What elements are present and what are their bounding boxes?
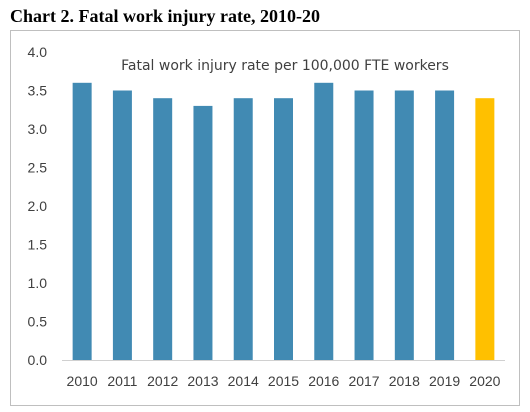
chart-title: Chart 2. Fatal work injury rate, 2010-20 bbox=[10, 6, 320, 26]
chart-annotation: Fatal work injury rate per 100,000 FTE w… bbox=[121, 58, 449, 74]
x-tick-label: 2010 bbox=[67, 373, 98, 389]
x-tick-label: 2014 bbox=[228, 373, 259, 389]
y-tick-label: 3.5 bbox=[28, 83, 48, 99]
bar-2018 bbox=[394, 90, 414, 360]
y-tick-label: 1.5 bbox=[28, 237, 48, 253]
x-tick-label: 2020 bbox=[469, 373, 500, 389]
bar-2012 bbox=[153, 98, 173, 360]
x-axis-ticks: 2010 2011 2012 2013 2014 2015 2016 2017 2018 2019… bbox=[67, 373, 501, 389]
bar-2014 bbox=[233, 98, 253, 360]
y-tick-label: 3.0 bbox=[28, 121, 48, 137]
x-tick-label: 2019 bbox=[429, 373, 460, 389]
y-axis-ticks: 0.0 0.5 1.0 1.5 2.0 2.5 3.0 3.5 4.0 bbox=[28, 44, 48, 368]
x-tick-label: 2018 bbox=[389, 373, 420, 389]
x-tick-label: 2012 bbox=[147, 373, 178, 389]
y-tick-label: 2.0 bbox=[28, 198, 48, 214]
bar-2020 bbox=[475, 98, 495, 360]
bar-2019 bbox=[435, 90, 455, 360]
bar-2013 bbox=[193, 105, 213, 361]
x-tick-label: 2017 bbox=[348, 373, 379, 389]
y-tick-label: 4.0 bbox=[28, 44, 48, 60]
bar-2017 bbox=[354, 90, 374, 360]
bar-2016 bbox=[314, 82, 334, 361]
bar-2011 bbox=[112, 90, 132, 360]
chart-frame bbox=[10, 30, 520, 406]
y-tick-label: 0.5 bbox=[28, 314, 48, 330]
bars bbox=[72, 82, 495, 361]
x-tick-label: 2011 bbox=[107, 373, 137, 389]
x-tick-label: 2013 bbox=[187, 373, 218, 389]
x-tick-label: 2015 bbox=[268, 373, 299, 389]
y-tick-label: 0.0 bbox=[28, 352, 48, 368]
bar-2015 bbox=[274, 98, 293, 360]
bar-2010 bbox=[72, 82, 92, 361]
y-tick-label: 2.5 bbox=[28, 160, 48, 176]
y-tick-label: 1.0 bbox=[28, 275, 48, 291]
x-tick-label: 2016 bbox=[308, 373, 339, 389]
